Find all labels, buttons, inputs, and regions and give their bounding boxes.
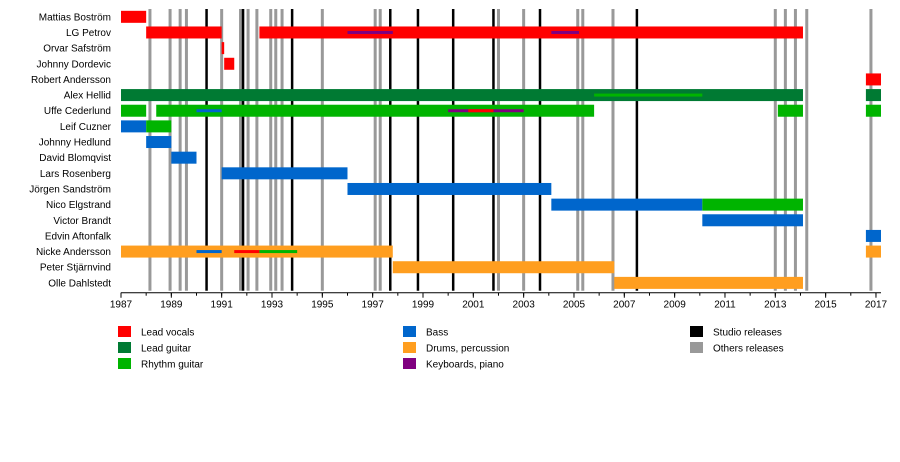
member-label-mattias-bostrom: Mattias Boström — [39, 12, 111, 23]
sub-bar-uffe-cederlund-lead-vocals — [468, 109, 494, 113]
bar-uffe-cederlund-rhythm-guitar — [156, 104, 595, 117]
bar-lg-petrov-lead-vocals — [146, 26, 222, 39]
bar-alex-hellid-lead-guitar — [121, 89, 803, 102]
bar-victor-brandt-bass — [702, 214, 803, 227]
legend-label-lead-guitar: Lead guitar — [141, 344, 192, 355]
sub-bar-uffe-cederlund-bass — [196, 109, 222, 113]
legend-label-studio: Studio releases — [713, 328, 782, 339]
x-tick-label: 2011 — [714, 300, 736, 311]
legend: Lead vocals Lead guitar Rhythm guitar Bass D… — [118, 326, 784, 371]
member-label-edvin-aftonfalk: Edvin Aftonfalk — [45, 231, 112, 242]
x-tick-label: 1999 — [412, 300, 435, 311]
legend-swatch-studio — [690, 326, 703, 337]
x-tick-label: 2015 — [815, 300, 838, 311]
member-label-nicke-andersson: Nicke Andersson — [36, 247, 111, 258]
legend-swatch-lead-vocals — [118, 326, 131, 337]
bar-peter-stjarnvind-drums — [392, 261, 615, 274]
x-tick-label: 2017 — [865, 300, 888, 311]
member-label-lars-rosenberg: Lars Rosenberg — [40, 169, 111, 180]
member-label-lg-petrov: LG Petrov — [66, 28, 111, 39]
x-tick-label: 2009 — [664, 300, 687, 311]
bar-leif-cuzner-rhythm-guitar — [146, 120, 172, 133]
legend-label-keyboards: Keyboards, piano — [426, 360, 504, 371]
bar-uffe-cederlund-rhythm-guitar — [865, 104, 881, 117]
sub-bar-nicke-andersson-bass — [196, 250, 222, 254]
release-lines — [148, 9, 873, 291]
member-label-robert-andersson: Robert Andersson — [31, 75, 111, 86]
member-label-leif-cuzner: Leif Cuzner — [60, 122, 112, 133]
legend-label-bass: Bass — [426, 328, 448, 339]
x-tick-label: 2007 — [613, 300, 636, 311]
sub-bar-alex-hellid-rhythm-guitar — [594, 93, 703, 97]
bar-edvin-aftonfalk-bass — [865, 229, 881, 242]
member-label-alex-hellid: Alex Hellid — [64, 91, 111, 102]
member-label-uffe-cederlund: Uffe Cederlund — [44, 106, 111, 117]
bar-jorgen-sandstrom-bass — [347, 182, 552, 195]
bar-robert-andersson-lead-vocals — [865, 73, 881, 86]
member-label-olle-dahlstedt: Olle Dahlstedt — [48, 278, 111, 289]
x-axis: 1987 1989 1991 1993 1995 1997 1999 2001 2003 2005… — [110, 292, 888, 311]
member-label-victor-brandt: Victor Brandt — [53, 216, 111, 227]
x-tick-label: 1989 — [160, 300, 183, 311]
legend-swatch-bass — [403, 326, 416, 337]
bar-johnny-hedlund-bass — [146, 136, 172, 149]
bar-nico-elgstrand-rhythm-guitar — [702, 198, 803, 211]
bar-nicke-andersson-drums — [865, 245, 881, 258]
x-tick-label: 2005 — [563, 300, 586, 311]
bar-uffe-cederlund-rhythm-guitar — [777, 104, 803, 117]
legend-label-drums: Drums, percussion — [426, 344, 509, 355]
bar-olle-dahlstedt-drums — [614, 276, 803, 289]
x-tick-label: 2003 — [513, 300, 536, 311]
bar-orvar-safstrom-lead-vocals — [221, 42, 225, 55]
legend-label-rhythm-guitar: Rhythm guitar — [141, 360, 204, 371]
member-label-peter-stjarnvind: Peter Stjärnvind — [40, 263, 111, 274]
member-label-nico-elgstrand: Nico Elgstrand — [46, 200, 111, 211]
bar-lg-petrov-lead-vocals — [259, 26, 803, 39]
member-label-david-blomqvist: David Blomqvist — [39, 153, 111, 164]
legend-swatch-drums — [403, 342, 416, 353]
x-tick-label: 2001 — [462, 300, 485, 311]
legend-swatch-rhythm-guitar — [118, 358, 131, 369]
bar-mattias-bostrom-lead-vocals — [121, 10, 147, 23]
member-bars — [121, 10, 881, 289]
member-sub-bars — [196, 30, 703, 254]
x-tick-label: 1997 — [362, 300, 385, 311]
legend-swatch-other — [690, 342, 703, 353]
legend-swatch-keyboards — [403, 358, 416, 369]
legend-label-other: Others releases — [713, 344, 784, 355]
member-label-johnny-dordevic: Johnny Dordevic — [37, 59, 111, 70]
x-tick-label: 1995 — [311, 300, 334, 311]
bar-uffe-cederlund-rhythm-guitar — [121, 104, 147, 117]
x-tick-label: 1993 — [261, 300, 284, 311]
sub-bar-nicke-andersson-lead-vocals — [234, 250, 260, 254]
member-label-johnny-hedlund: Johnny Hedlund — [39, 138, 111, 149]
sub-bar-nicke-andersson-rhythm-guitar — [259, 250, 298, 254]
x-tick-label: 1991 — [211, 300, 234, 311]
sub-bar-lg-petrov-keyboards — [551, 30, 580, 34]
member-labels: Mattias Boström LG Petrov Orvar Safström Jo… — [29, 12, 112, 289]
bar-alex-hellid-lead-guitar — [865, 89, 881, 102]
legend-label-lead-vocals: Lead vocals — [141, 328, 194, 339]
bar-nico-elgstrand-bass — [551, 198, 703, 211]
member-label-orvar-safstrom: Orvar Safström — [43, 44, 111, 55]
member-label-jorgen-sandstrom: Jörgen Sandström — [29, 184, 111, 195]
sub-bar-lg-petrov-keyboards — [347, 30, 393, 34]
bar-lars-rosenberg-bass — [221, 167, 348, 180]
bar-johnny-dordevic-lead-vocals — [224, 57, 235, 70]
bar-david-blomqvist-bass — [171, 151, 197, 164]
x-tick-label: 1987 — [110, 300, 133, 311]
legend-swatch-lead-guitar — [118, 342, 131, 353]
bar-leif-cuzner-bass — [121, 120, 147, 133]
x-tick-label: 2013 — [764, 300, 787, 311]
